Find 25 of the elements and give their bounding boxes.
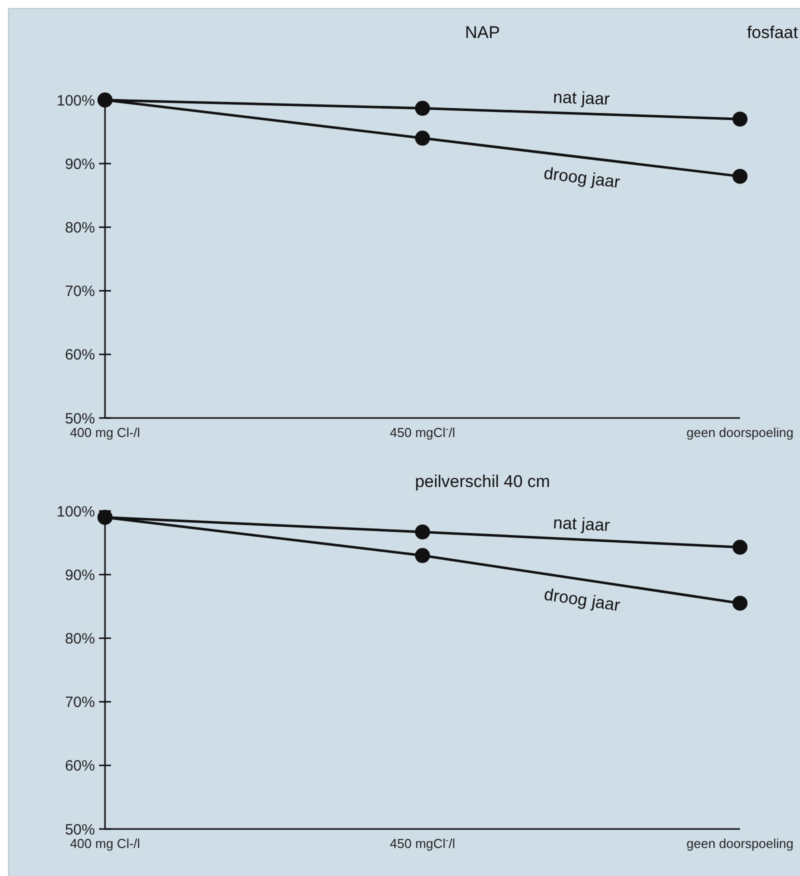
series-label: nat jaar: [552, 88, 610, 109]
y-tick-label: 50%: [64, 410, 95, 428]
text: droog jaar: [542, 164, 622, 192]
y-tick-label: 90%: [64, 566, 95, 584]
x-tick-label: geen doorspoeling: [686, 836, 794, 851]
y-tick-label: 80%: [64, 630, 95, 648]
y-tick-label: 100%: [56, 92, 95, 110]
y-tick-label: 50%: [64, 821, 95, 838]
y-tick-label: 60%: [64, 758, 95, 775]
y-tick-label: 80%: [64, 219, 95, 236]
y-tick-label: 90%: [64, 156, 95, 173]
series-label: nat jaar: [552, 513, 611, 535]
x-tick-label: geen doorspoeling: [686, 425, 794, 440]
x-tick-label: 450 mgCl$^{-}$/l: [390, 424, 456, 440]
x-tick-label: 400 mg Cl-/l: [70, 425, 140, 440]
x-tick-label: 450 mgCl$^{-}$/l: [390, 835, 456, 851]
text: droog jaar: [542, 584, 622, 616]
y-tick-label: 100%: [56, 503, 95, 520]
chart-title: NAP: [465, 23, 500, 42]
x-tick-label: 400 mg Cl-/l: [70, 836, 140, 851]
chart-title: peilverschil 40 cm: [414, 472, 550, 491]
y-tick-label: 60%: [64, 346, 95, 364]
y-tick-label: 70%: [64, 694, 95, 712]
y-tick-label: 70%: [64, 283, 95, 300]
text: fosfaat: [746, 23, 798, 42]
